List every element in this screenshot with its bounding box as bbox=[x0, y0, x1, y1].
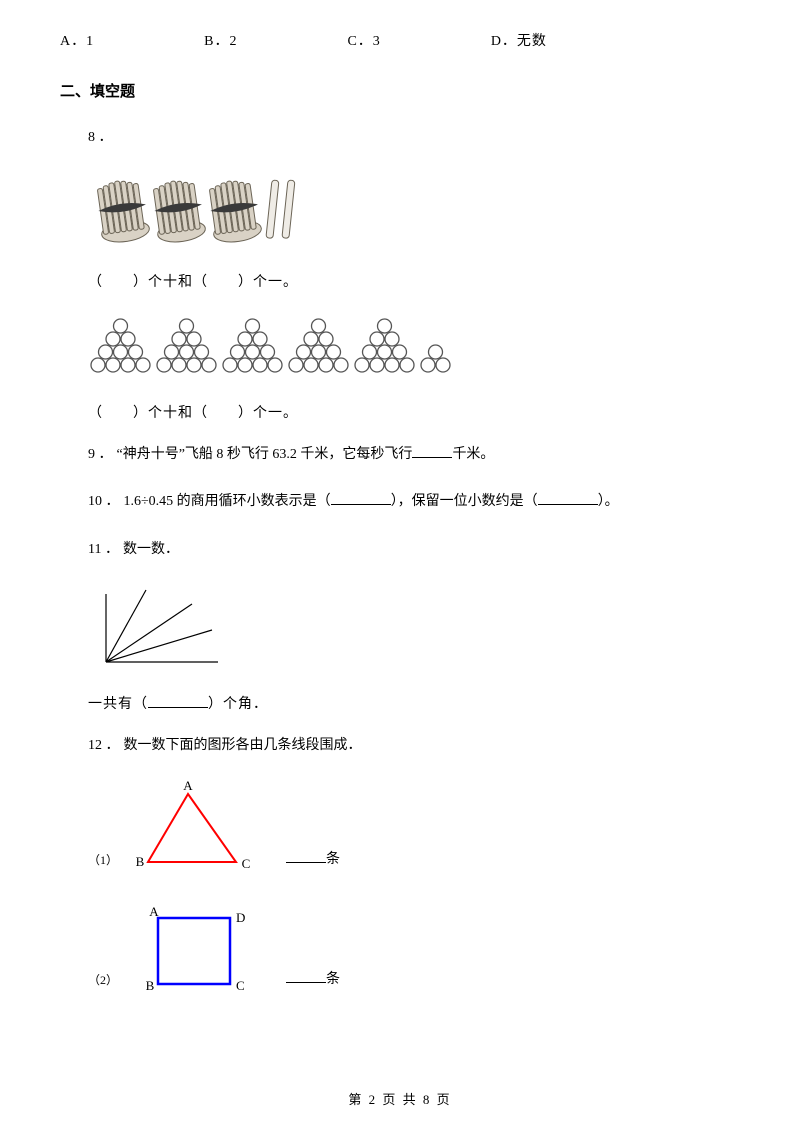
q8-num: 8 ． bbox=[88, 125, 740, 150]
svg-text:A: A bbox=[183, 780, 193, 793]
svg-text:A: A bbox=[149, 904, 159, 919]
q12-sq-blank: 条 bbox=[286, 968, 340, 1000]
triangle-figure: A B C bbox=[128, 780, 268, 880]
svg-text:B: B bbox=[146, 978, 155, 993]
option-b: B．2 bbox=[204, 30, 237, 50]
q8-sticks-image bbox=[88, 172, 740, 257]
svg-text:B: B bbox=[136, 854, 145, 869]
q12-tri-blank: 条 bbox=[286, 848, 340, 880]
q8-line1: （ ）个十和（ ）个一。 bbox=[88, 271, 740, 291]
option-c: C．3 bbox=[347, 30, 380, 50]
option-a: A．1 bbox=[60, 30, 94, 50]
q12: 12 ．数一数下面的图形各由几条线段围成． bbox=[88, 733, 740, 758]
q8-line2: （ ）个十和（ ）个一。 bbox=[88, 402, 740, 422]
svg-text:C: C bbox=[242, 856, 251, 871]
q11-angle-figure bbox=[88, 584, 740, 679]
q10: 10 ．1.6÷0.45 的商用循环小数表示是（），保留一位小数约是（）。 bbox=[88, 489, 740, 514]
svg-text:C: C bbox=[236, 978, 245, 993]
q11-answer: 一共有（）个角． bbox=[88, 693, 740, 713]
q12-sub2-label: （2） bbox=[88, 971, 118, 1000]
mc-options: A．1 B．2 C．3 D．无数 bbox=[60, 30, 740, 50]
q12-sub1-label: （1） bbox=[88, 851, 118, 880]
q12-triangle-row: （1） A B C 条 bbox=[88, 780, 740, 880]
square-figure: A D B C bbox=[128, 900, 268, 1000]
svg-text:D: D bbox=[236, 910, 245, 925]
section-2-title: 二、填空题 bbox=[60, 80, 740, 101]
q12-square-row: （2） A D B C 条 bbox=[88, 900, 740, 1000]
option-d: D．无数 bbox=[491, 30, 547, 50]
q8-circles-image bbox=[88, 311, 740, 388]
q9: 9 ．“神舟十号”飞船 8 秒飞行 63.2 千米，它每秒飞行千米。 bbox=[88, 442, 740, 467]
q11: 11 ．数一数． bbox=[88, 537, 740, 562]
page-footer: 第 2 页 共 8 页 bbox=[0, 1089, 800, 1108]
